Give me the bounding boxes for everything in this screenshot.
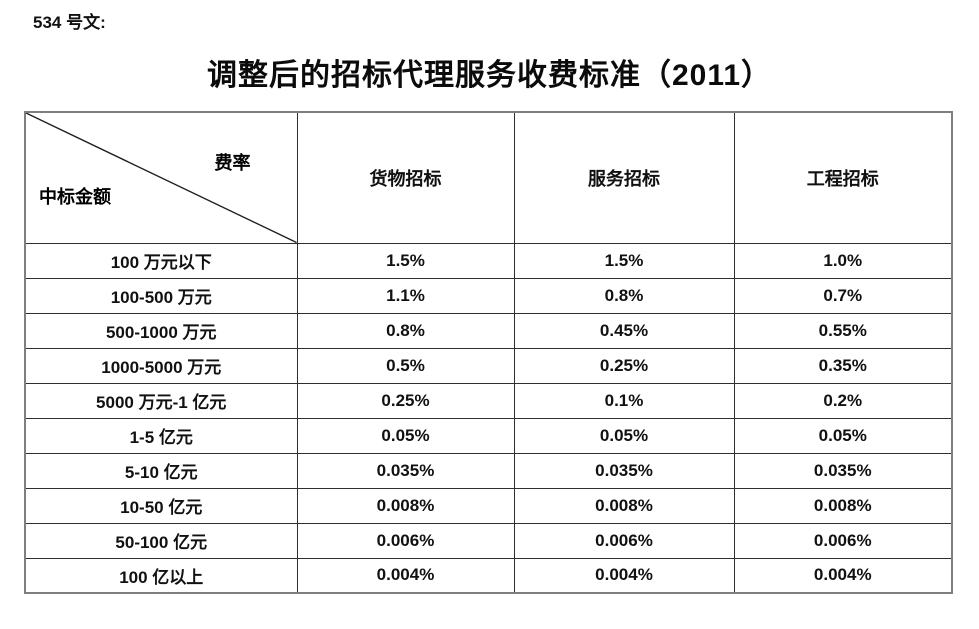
row-label: 5000 万元-1 亿元 [24, 382, 298, 419]
rate-value: 0.006% [733, 522, 953, 559]
rate-value: 0.006% [296, 522, 515, 559]
table-row: 10-50 亿元 0.008% 0.008% 0.008% [24, 487, 953, 524]
corner-label-rate: 费率 [214, 153, 251, 173]
rate-value: 0.55% [733, 312, 953, 349]
rate-value: 0.035% [513, 452, 735, 489]
rate-value: 1.5% [296, 242, 515, 279]
table-row: 50-100 亿元 0.006% 0.006% 0.006% [24, 522, 953, 559]
rate-value: 0.7% [733, 277, 953, 314]
table-header-row: 费率 中标金额 货物招标 服务招标 工程招标 [24, 111, 953, 244]
table-row: 500-1000 万元 0.8% 0.45% 0.55% [24, 312, 953, 349]
rate-value: 0.2% [733, 382, 953, 419]
table-row: 1-5 亿元 0.05% 0.05% 0.05% [24, 417, 953, 454]
rate-value: 0.25% [513, 347, 735, 384]
doc-number-label: 534 号文: [33, 13, 106, 32]
rate-value: 0.004% [733, 557, 953, 594]
rate-value: 0.004% [513, 557, 735, 594]
rate-value: 0.05% [296, 417, 515, 454]
rate-value: 0.05% [733, 417, 953, 454]
rate-value: 0.1% [513, 382, 735, 419]
corner-label-amount: 中标金额 [39, 186, 111, 207]
rate-value: 1.5% [513, 242, 735, 279]
row-label: 5-10 亿元 [24, 452, 298, 489]
rate-value: 0.035% [733, 452, 953, 489]
table-row: 100 万元以下 1.5% 1.5% 1.0% [24, 242, 953, 279]
table-row: 100 亿以上 0.004% 0.004% 0.004% [24, 557, 953, 594]
table-row: 5000 万元-1 亿元 0.25% 0.1% 0.2% [24, 382, 953, 419]
rate-value: 0.006% [513, 522, 735, 559]
fee-rate-table: 费率 中标金额 货物招标 服务招标 工程招标 100 万元以下 1.5% 1.5… [24, 111, 953, 594]
row-label: 10-50 亿元 [24, 487, 298, 524]
column-header-services: 服务招标 [513, 111, 735, 244]
column-header-goods: 货物招标 [296, 111, 515, 244]
row-label: 50-100 亿元 [24, 522, 298, 559]
rate-value: 0.004% [296, 557, 515, 594]
diagonal-line [26, 113, 297, 243]
rate-value: 0.5% [296, 347, 515, 384]
table-row: 1000-5000 万元 0.5% 0.25% 0.35% [24, 347, 953, 384]
rate-value: 0.35% [733, 347, 953, 384]
row-label: 1-5 亿元 [24, 417, 298, 454]
table-row: 100-500 万元 1.1% 0.8% 0.7% [24, 277, 953, 314]
rate-value: 1.1% [296, 277, 515, 314]
rate-value: 0.008% [733, 487, 953, 524]
page-title: 调整后的招标代理服务收费标准（2011） [206, 59, 773, 92]
corner-header-cell: 费率 中标金额 [24, 111, 298, 244]
rate-value: 0.8% [296, 312, 515, 349]
row-label: 1000-5000 万元 [24, 347, 298, 384]
rate-value: 0.035% [296, 452, 515, 489]
rate-value: 0.008% [296, 487, 515, 524]
rate-value: 0.05% [513, 417, 735, 454]
rate-value: 0.008% [513, 487, 735, 524]
row-label: 100 万元以下 [24, 242, 298, 279]
row-label: 100-500 万元 [24, 277, 298, 314]
table-row: 5-10 亿元 0.035% 0.035% 0.035% [24, 452, 953, 489]
row-label: 500-1000 万元 [24, 312, 298, 349]
rate-value: 0.8% [513, 277, 735, 314]
rate-value: 1.0% [733, 242, 953, 279]
column-header-engineering: 工程招标 [733, 111, 953, 244]
row-label: 100 亿以上 [24, 557, 298, 594]
rate-value: 0.45% [513, 312, 735, 349]
rate-value: 0.25% [296, 382, 515, 419]
